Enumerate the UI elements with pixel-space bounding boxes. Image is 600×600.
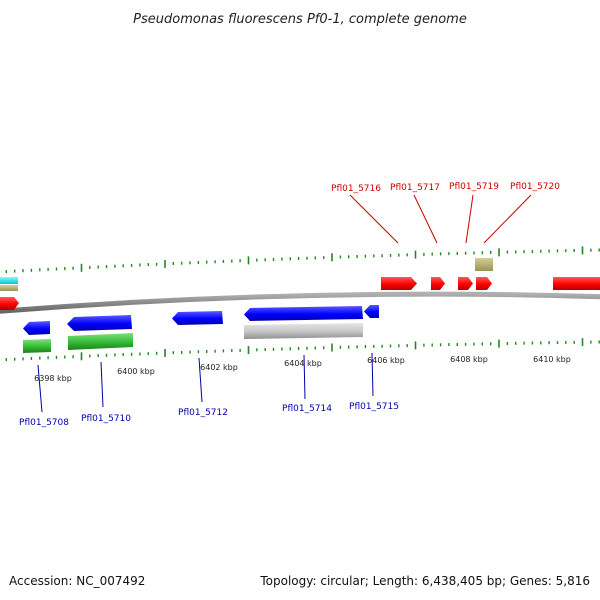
accession-text: Accession: NC_007492 — [9, 574, 146, 588]
gene-label-pfl01-5720[interactable]: Pfl01_5720 — [510, 182, 560, 192]
gene-label-pfl01-5715[interactable]: Pfl01_5715 — [349, 402, 399, 412]
gene-label-pfl01-5708[interactable]: Pfl01_5708 — [19, 418, 69, 428]
gene-arrow-pfl01-5719[interactable] — [458, 277, 473, 290]
gene-label-pfl01-5710[interactable]: Pfl01_5710 — [81, 414, 131, 424]
scale-label-6410: 6410 kbp — [533, 355, 571, 364]
gene-arrow-pfl01-5720[interactable] — [476, 277, 492, 290]
gene-label-pfl01-5712[interactable]: Pfl01_5712 — [178, 408, 228, 418]
gene-label-pfl01-5714[interactable]: Pfl01_5714 — [282, 404, 332, 414]
forward-strand-track — [0, 277, 600, 310]
misc-feature-box[interactable] — [475, 258, 493, 271]
scale-label-6404: 6404 kbp — [284, 359, 322, 368]
rna-feature-track — [23, 323, 363, 353]
rna-feature-box-2[interactable] — [68, 333, 133, 350]
scale-label-6402: 6402 kbp — [200, 363, 238, 372]
scale-label-6408: 6408 kbp — [450, 355, 488, 364]
gene-label-pfl01-5719[interactable]: Pfl01_5719 — [449, 182, 499, 192]
bottom-gene-labels: Pfl01_5708 Pfl01_5710 Pfl01_5712 Pfl01_5… — [19, 402, 399, 428]
gene-arrow-left-edge[interactable] — [0, 297, 19, 310]
top-label-leaders — [349, 194, 532, 244]
gene-arrow-pfl01-5708[interactable] — [23, 321, 50, 335]
gene-arrow-pfl01-5714[interactable] — [244, 306, 363, 321]
gene-arrow-pfl01-5716[interactable] — [381, 277, 417, 290]
top-gene-labels: Pfl01_5716 Pfl01_5717 Pfl01_5719 Pfl01_5… — [331, 182, 560, 194]
genome-title: Pseudomonas fluorescens Pf0-1, complete … — [133, 12, 467, 27]
scale-ticks-top — [5, 246, 600, 274]
gene-arrow-pfl01-5712[interactable] — [172, 311, 223, 325]
scale-label-6398: 6398 kbp — [34, 374, 72, 383]
other-feature-cyan[interactable] — [0, 277, 18, 284]
scale-labels: 6398 kbp 6400 kbp 6402 kbp 6404 kbp 6406… — [34, 355, 571, 383]
gene-arrow-pfl01-5715[interactable] — [364, 305, 379, 318]
gene-arrow-pfl01-5717[interactable] — [431, 277, 445, 290]
scale-label-6400: 6400 kbp — [117, 367, 155, 376]
gene-arrow-pfl01-5710[interactable] — [67, 315, 132, 331]
gene-arrow-right-edge[interactable] — [553, 277, 600, 290]
gene-label-pfl01-5716[interactable]: Pfl01_5716 — [331, 184, 381, 194]
genome-summary-text: Topology: circular; Length: 6,438,405 bp… — [260, 574, 590, 588]
reverse-strand-track — [23, 305, 379, 335]
rna-feature-box-1[interactable] — [23, 339, 51, 353]
genome-backbone — [0, 291, 600, 314]
gene-label-pfl01-5717[interactable]: Pfl01_5717 — [390, 183, 440, 193]
pseudo-feature-box[interactable] — [244, 323, 363, 339]
other-feature-tan-left[interactable] — [0, 285, 18, 291]
bottom-label-leaders — [37, 352, 374, 413]
scale-ticks-bottom — [5, 338, 600, 362]
scale-label-6406: 6406 kbp — [367, 356, 405, 365]
misc-feature-track — [0, 258, 493, 291]
